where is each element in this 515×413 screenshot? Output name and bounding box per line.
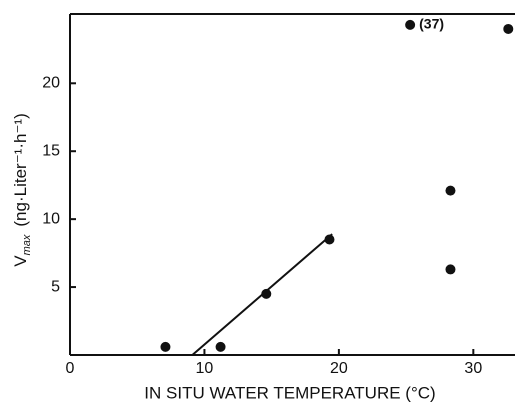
x-tick-label: 20 [330, 360, 348, 377]
y-label-symbol: V [11, 255, 30, 267]
y-axis-label: Vmax (ng·Liter⁻¹·h⁻¹) [11, 113, 32, 266]
y-label-subscript: max [21, 234, 33, 255]
data-point [215, 341, 226, 352]
fit-line [191, 233, 333, 356]
data-point [445, 264, 456, 275]
y-tick-label: 5 [51, 278, 60, 295]
x-tick-label: 0 [66, 360, 75, 377]
y-tick-label: 20 [42, 75, 60, 92]
y-tick-label: 10 [42, 210, 60, 227]
point-label: (37) [419, 16, 444, 32]
x-tick-label: 10 [196, 360, 214, 377]
y-label-units: (ng·Liter⁻¹·h⁻¹) [11, 113, 30, 226]
data-point [405, 19, 416, 30]
x-tick-label: 30 [464, 360, 482, 377]
data-point [503, 23, 514, 34]
x-axis-label: IN SITU WATER TEMPERATURE (°C) [144, 383, 435, 402]
y-tick-label: 15 [42, 142, 60, 159]
data-point [445, 185, 456, 196]
data-point [324, 234, 335, 245]
data-point [261, 288, 272, 299]
data-point [160, 341, 171, 352]
